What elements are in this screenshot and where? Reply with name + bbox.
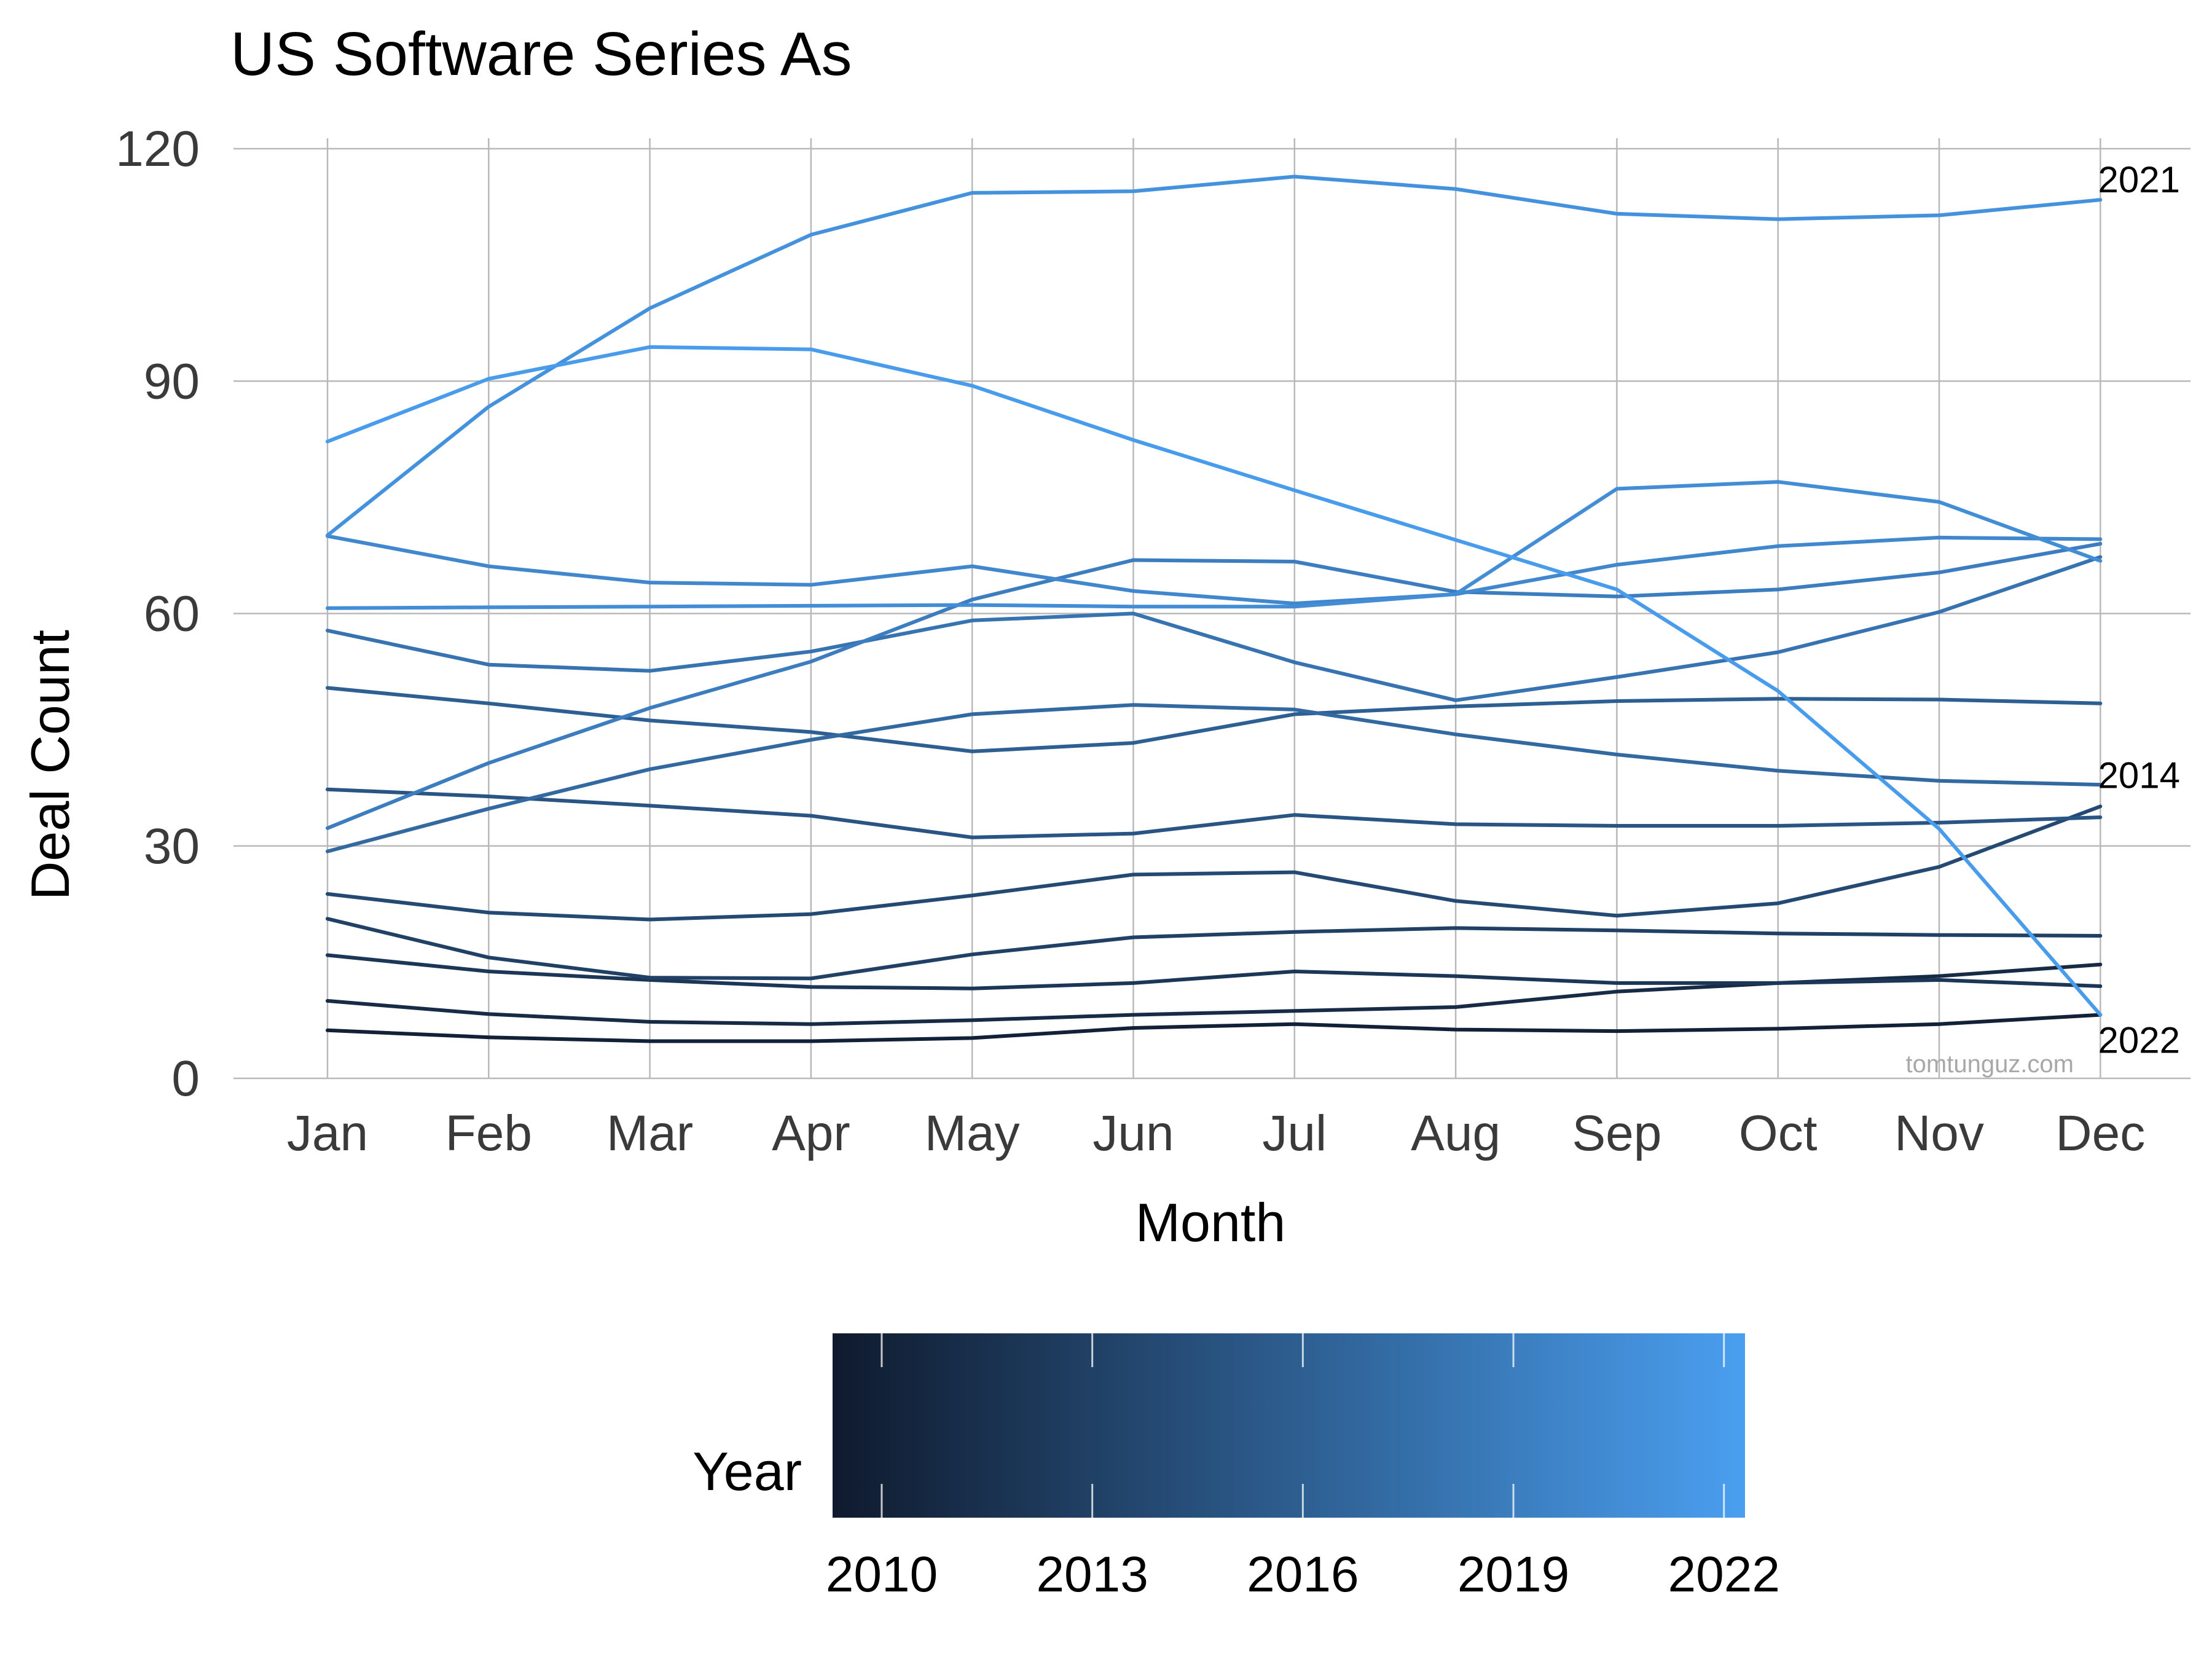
series-line <box>326 787 2103 839</box>
colorbar-tick-label: 2022 <box>1668 1547 1780 1602</box>
watermark: tomtunguz.com <box>1906 1051 2074 1078</box>
x-axis-title: Month <box>1135 1192 1286 1253</box>
legend-colorbar <box>833 1333 1745 1518</box>
x-tick-label: Nov <box>1894 1105 1984 1161</box>
series-line <box>326 480 2103 610</box>
y-axis-title: Deal Count <box>20 630 80 900</box>
x-tick-label: Apr <box>772 1105 850 1161</box>
x-tick-label: Aug <box>1411 1105 1500 1161</box>
grid-lines <box>233 138 2190 1080</box>
x-axis-ticks: Jan Feb Mar Apr May Jun Jul Aug Sep Oct Nov Dec <box>287 1105 2145 1161</box>
x-tick-label: Dec <box>2055 1105 2145 1161</box>
x-tick-label: May <box>925 1105 1020 1161</box>
x-tick-label: Feb <box>445 1105 532 1161</box>
colorbar-tick-label: 2013 <box>1036 1547 1148 1602</box>
series-line <box>326 962 2103 1026</box>
series-line <box>326 1013 2103 1043</box>
colorbar-tick-label: 2010 <box>826 1547 938 1602</box>
series-line <box>326 345 2103 1017</box>
series-line <box>326 542 2103 830</box>
x-tick-label: Sep <box>1572 1105 1661 1161</box>
series-line <box>326 703 2103 853</box>
x-tick-label: Mar <box>606 1105 693 1161</box>
y-tick-label: 120 <box>116 121 200 177</box>
x-tick-label: Oct <box>1739 1105 1818 1161</box>
y-tick-label: 90 <box>144 353 200 409</box>
legend: Year 2010 2013 2016 2019 2022 <box>692 1333 1780 1602</box>
series-line <box>326 175 2103 538</box>
end-label: 2021 <box>2098 159 2180 200</box>
chart-title: US Software Series As <box>230 20 852 88</box>
series-line <box>326 917 2103 981</box>
series-line <box>326 555 2103 702</box>
x-tick-label: Jul <box>1262 1105 1327 1161</box>
y-tick-label: 30 <box>144 818 200 874</box>
end-label: 2014 <box>2098 755 2180 796</box>
y-tick-label: 0 <box>171 1051 200 1107</box>
legend-title: Year <box>692 1441 802 1502</box>
colorbar-tick-label: 2016 <box>1247 1547 1359 1602</box>
x-tick-label: Jun <box>1092 1105 1174 1161</box>
series-line <box>326 953 2103 990</box>
legend-ticks: 2010 2013 2016 2019 2022 <box>826 1333 1780 1602</box>
end-labels: 2021 2014 2022 <box>2098 159 2180 1061</box>
series-line <box>326 534 2103 606</box>
series-line <box>326 686 2103 753</box>
x-tick-label: Jan <box>287 1105 368 1161</box>
series-line <box>326 804 2103 922</box>
colorbar-tick-label: 2019 <box>1457 1547 1569 1602</box>
end-label: 2022 <box>2098 1020 2180 1061</box>
y-axis-ticks: 0 30 60 90 120 <box>116 121 200 1107</box>
series-lines <box>326 175 2103 1043</box>
y-tick-label: 60 <box>144 586 200 642</box>
